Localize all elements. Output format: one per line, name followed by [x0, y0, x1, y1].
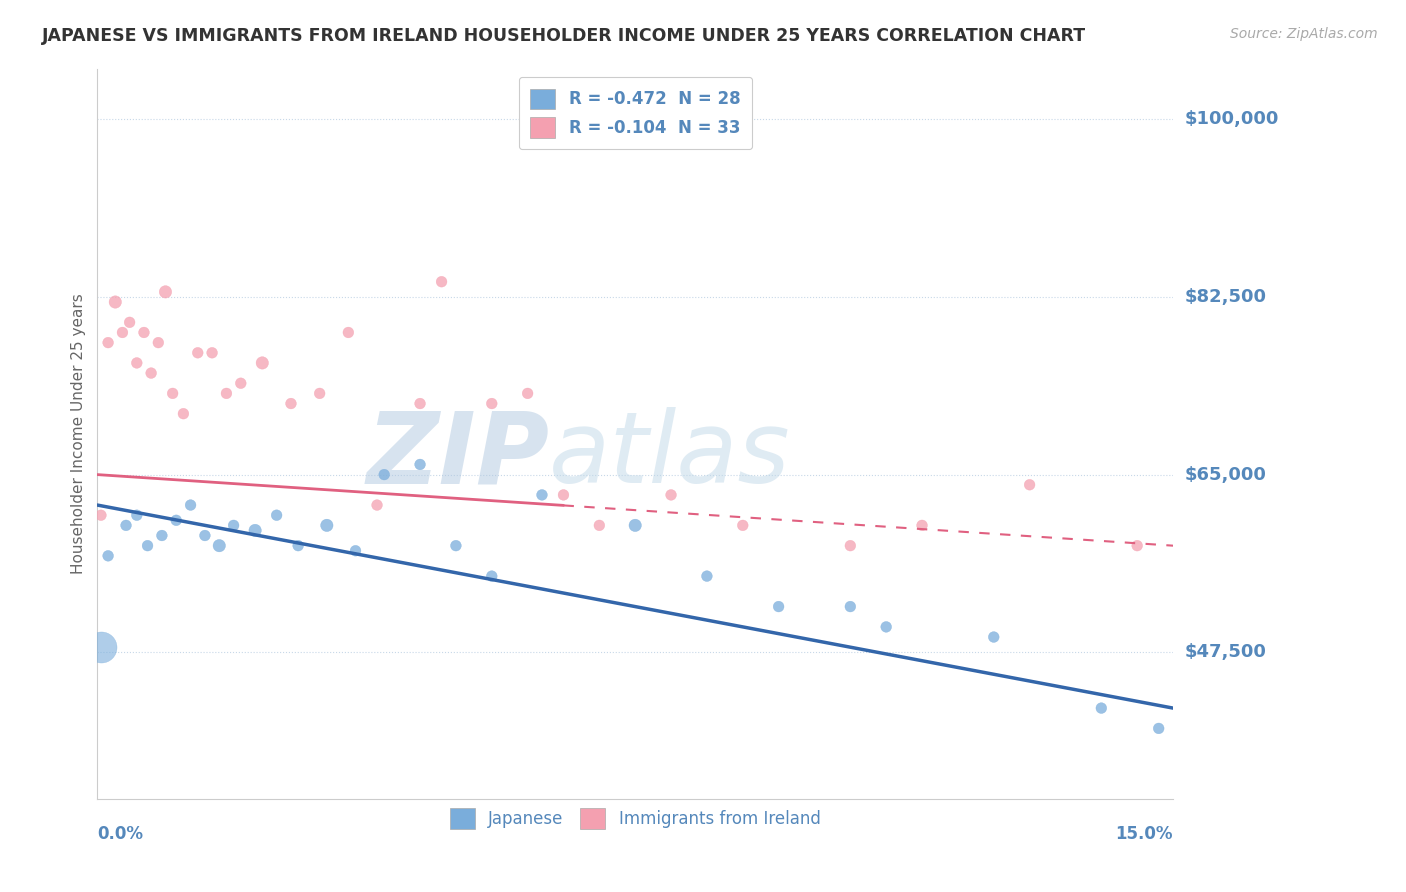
Point [187, 345, 209, 359]
Point [97, 335, 120, 350]
Point [337, 326, 360, 340]
Text: JAPANESE VS IMMIGRANTS FROM IRELAND HOUSEHOLDER INCOME UNDER 25 YEARS CORRELATIO: JAPANESE VS IMMIGRANTS FROM IRELAND HOUS… [42, 27, 1087, 45]
Point [155, 285, 177, 299]
Text: 15.0%: 15.0% [1115, 825, 1173, 843]
Point [229, 376, 252, 391]
Y-axis label: Householder Income Under 25 years: Householder Income Under 25 years [72, 293, 86, 574]
Point [90, 640, 112, 655]
Point [111, 326, 134, 340]
Point [215, 386, 238, 401]
Point [162, 386, 184, 401]
Point [366, 498, 388, 512]
Text: 0.0%: 0.0% [97, 825, 143, 843]
Text: $65,000: $65,000 [1184, 466, 1265, 483]
Point [287, 539, 309, 553]
Point [839, 539, 862, 553]
Point [875, 620, 897, 634]
Point [139, 366, 162, 380]
Point [125, 356, 148, 370]
Point [150, 528, 173, 542]
Point [409, 458, 432, 472]
Point [1126, 539, 1149, 553]
Point [148, 335, 170, 350]
Point [983, 630, 1005, 644]
Point [624, 518, 647, 533]
Point [222, 518, 245, 533]
Point [132, 326, 155, 340]
Point [208, 539, 231, 553]
Text: atlas: atlas [550, 408, 790, 504]
Point [768, 599, 790, 614]
Text: $47,500: $47,500 [1184, 643, 1265, 661]
Point [97, 549, 120, 563]
Point [1147, 722, 1170, 736]
Point [165, 513, 187, 527]
Point [252, 356, 274, 370]
Point [659, 488, 682, 502]
Point [280, 396, 302, 410]
Point [1090, 701, 1112, 715]
Point [588, 518, 610, 533]
Point [530, 488, 553, 502]
Point [516, 386, 538, 401]
Text: ZIP: ZIP [366, 408, 550, 504]
Point [911, 518, 934, 533]
Point [731, 518, 754, 533]
Point [481, 569, 503, 583]
Point [104, 295, 127, 310]
Point [180, 498, 202, 512]
Point [430, 275, 453, 289]
Point [172, 407, 194, 421]
Point [243, 524, 266, 538]
Text: $100,000: $100,000 [1184, 111, 1278, 128]
Point [839, 599, 862, 614]
Point [266, 508, 288, 523]
Point [308, 386, 330, 401]
Point [90, 508, 112, 523]
Point [315, 518, 337, 533]
Point [194, 528, 217, 542]
Point [409, 396, 432, 410]
Point [553, 488, 575, 502]
Text: $82,500: $82,500 [1184, 288, 1267, 306]
Point [118, 315, 141, 329]
Point [115, 518, 138, 533]
Point [125, 508, 148, 523]
Point [696, 569, 718, 583]
Point [201, 345, 224, 359]
Text: Source: ZipAtlas.com: Source: ZipAtlas.com [1230, 27, 1378, 41]
Point [344, 543, 367, 558]
Point [481, 396, 503, 410]
Point [444, 539, 467, 553]
Point [373, 467, 395, 482]
Point [1018, 477, 1040, 491]
Legend: Japanese, Immigrants from Ireland: Japanese, Immigrants from Ireland [440, 798, 831, 838]
Point [136, 539, 159, 553]
